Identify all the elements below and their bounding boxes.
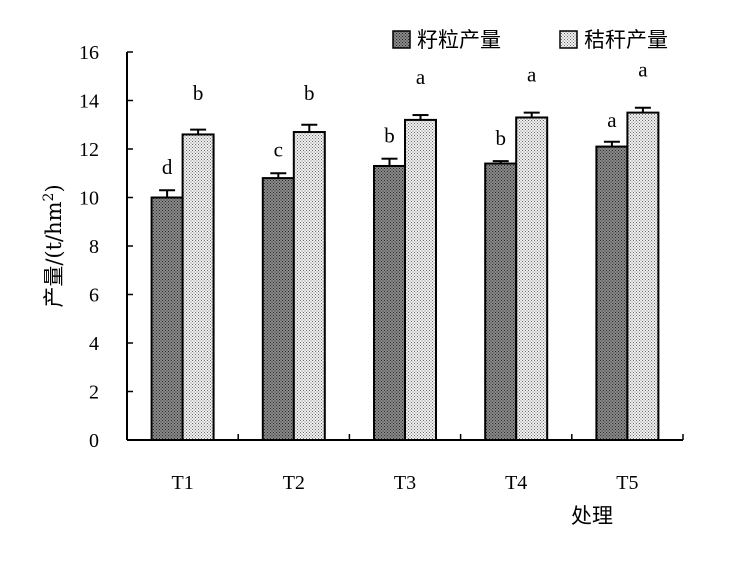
legend-swatch-grain — [392, 30, 411, 49]
legend-label-grain: 籽粒产量 — [417, 28, 501, 52]
significance-label: a — [607, 108, 617, 132]
y-axis-title: 产量/(t/hm2) — [41, 184, 66, 307]
x-tick-label: T2 — [283, 472, 305, 494]
legend: 籽粒产量 秸秆产量 — [392, 28, 668, 52]
bar-straw-T5 — [626, 111, 660, 441]
significance-label: d — [162, 155, 173, 179]
bar-straw-T3 — [404, 118, 437, 442]
y-tick-label: 4 — [89, 333, 99, 355]
x-tick-label: T4 — [505, 472, 527, 494]
bar-grain-T4 — [484, 162, 518, 442]
bar-straw-T2 — [292, 131, 326, 441]
significance-label: b — [193, 81, 204, 105]
bar-straw-T1 — [181, 133, 215, 441]
y-tick-label: 2 — [89, 382, 99, 404]
legend-swatch-straw — [559, 30, 578, 49]
y-axis-title-main: 产量/(t/hm — [42, 201, 66, 307]
y-tick-label: 16 — [79, 42, 99, 64]
x-tick-label: T1 — [171, 472, 193, 494]
significance-label: a — [638, 58, 648, 82]
y-tick-label: 6 — [89, 285, 99, 307]
y-axis-ticks: 0 2 4 6 8 10 12 14 16 — [79, 42, 133, 452]
significance-label: a — [527, 62, 537, 86]
y-tick-label: 8 — [89, 236, 99, 258]
legend-label-straw: 秸秆产量 — [584, 28, 668, 52]
significance-label: b — [384, 124, 395, 148]
significance-label: b — [495, 126, 506, 150]
y-axis-title-sup: 2 — [41, 193, 57, 202]
significance-label: a — [416, 65, 426, 89]
bar-grain-T3 — [373, 164, 406, 441]
x-tick-label: T5 — [616, 472, 638, 494]
y-tick-label: 0 — [89, 430, 99, 452]
bar-grain-T5 — [595, 145, 629, 441]
y-axis-title-close: ) — [42, 184, 66, 192]
y-tick-label: 14 — [79, 91, 99, 113]
x-tick-label: T3 — [394, 472, 416, 494]
x-axis-ticks: T1 T2 T3 T4 T5 — [126, 434, 684, 494]
significance-label: c — [274, 137, 283, 161]
bar-grain-T1 — [150, 196, 184, 441]
bar-straw-T4 — [515, 116, 549, 441]
x-axis-title: 处理 — [571, 504, 613, 528]
significance-label: b — [304, 81, 315, 105]
bar-grain-T2 — [261, 177, 295, 441]
y-tick-label: 10 — [79, 188, 99, 210]
bars: d c b b a b b a a a — [150, 58, 660, 442]
y-tick-label: 12 — [79, 139, 99, 161]
